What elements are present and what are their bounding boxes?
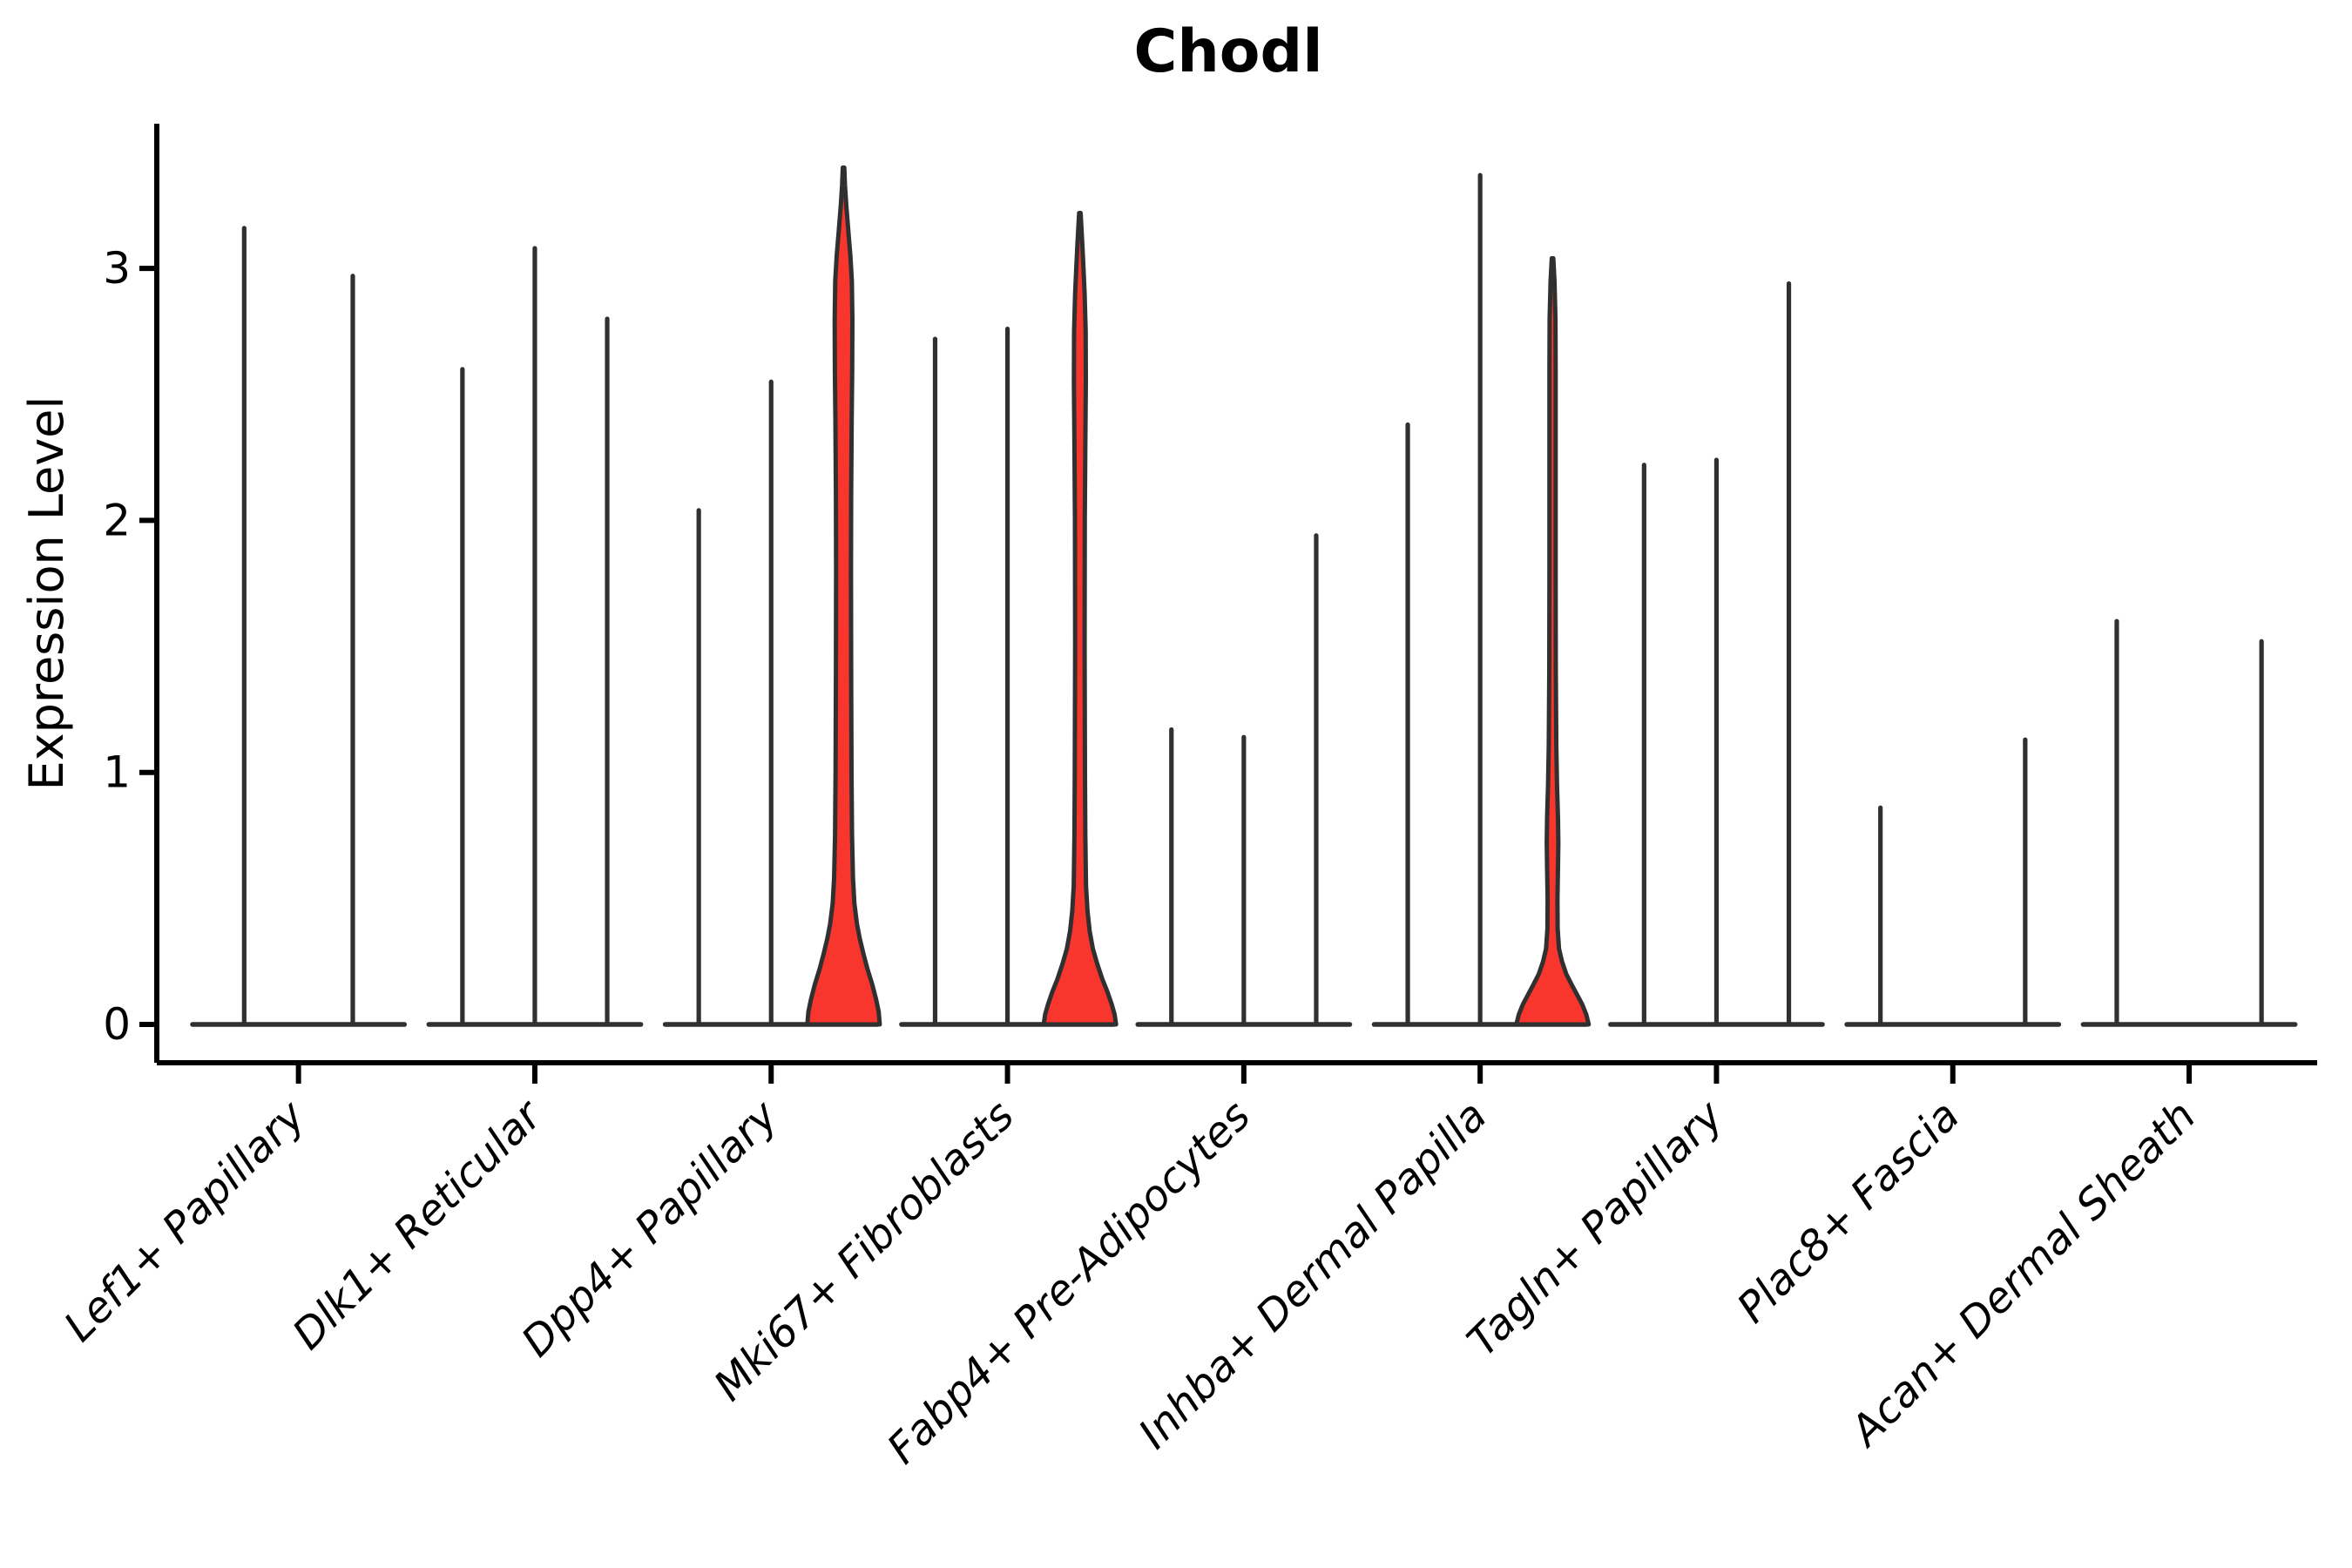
- violin-layer: [190, 165, 2298, 1027]
- plot-title: Chodl: [1133, 17, 1322, 86]
- x-tick-label: Lef1+ Papillary: [55, 1091, 315, 1351]
- violin-highlighted: [1514, 256, 1592, 1027]
- y-tick-label: 3: [103, 243, 131, 294]
- axes-layer: 0 1 2 3 Expression Level Lef1+ PapillaryDlk1+…: [19, 124, 2317, 1473]
- y-axis-label: Expression Level: [19, 396, 74, 791]
- x-tick-label: Plac8+ Fascia: [1728, 1092, 1970, 1333]
- violin-highlighted: [805, 165, 882, 1027]
- violin-highlighted: [1041, 211, 1119, 1027]
- x-tick-label: Tagln+ Papillary: [1458, 1091, 1734, 1366]
- y-tick-label: 0: [103, 999, 131, 1050]
- x-tick-label: Dlk1+ Reticular: [283, 1090, 553, 1360]
- y-tick-label: 1: [103, 747, 131, 798]
- y-tick-label: 2: [103, 495, 131, 545]
- x-tick-label: Dpp4+ Papillary: [512, 1091, 787, 1366]
